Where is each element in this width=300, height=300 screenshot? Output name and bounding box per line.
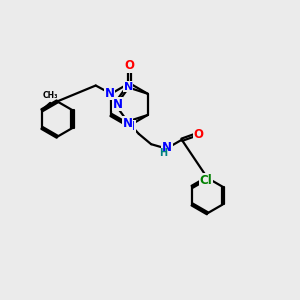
Text: H: H (159, 148, 168, 158)
Text: N: N (162, 141, 172, 154)
Text: N: N (105, 87, 115, 100)
Text: CH₃: CH₃ (43, 91, 58, 100)
Text: N: N (123, 117, 133, 130)
Text: N: N (112, 98, 122, 111)
Text: N: N (124, 82, 133, 92)
Text: Cl: Cl (199, 174, 212, 187)
Text: N: N (125, 120, 135, 133)
Text: O: O (193, 128, 203, 141)
Text: O: O (124, 59, 134, 72)
